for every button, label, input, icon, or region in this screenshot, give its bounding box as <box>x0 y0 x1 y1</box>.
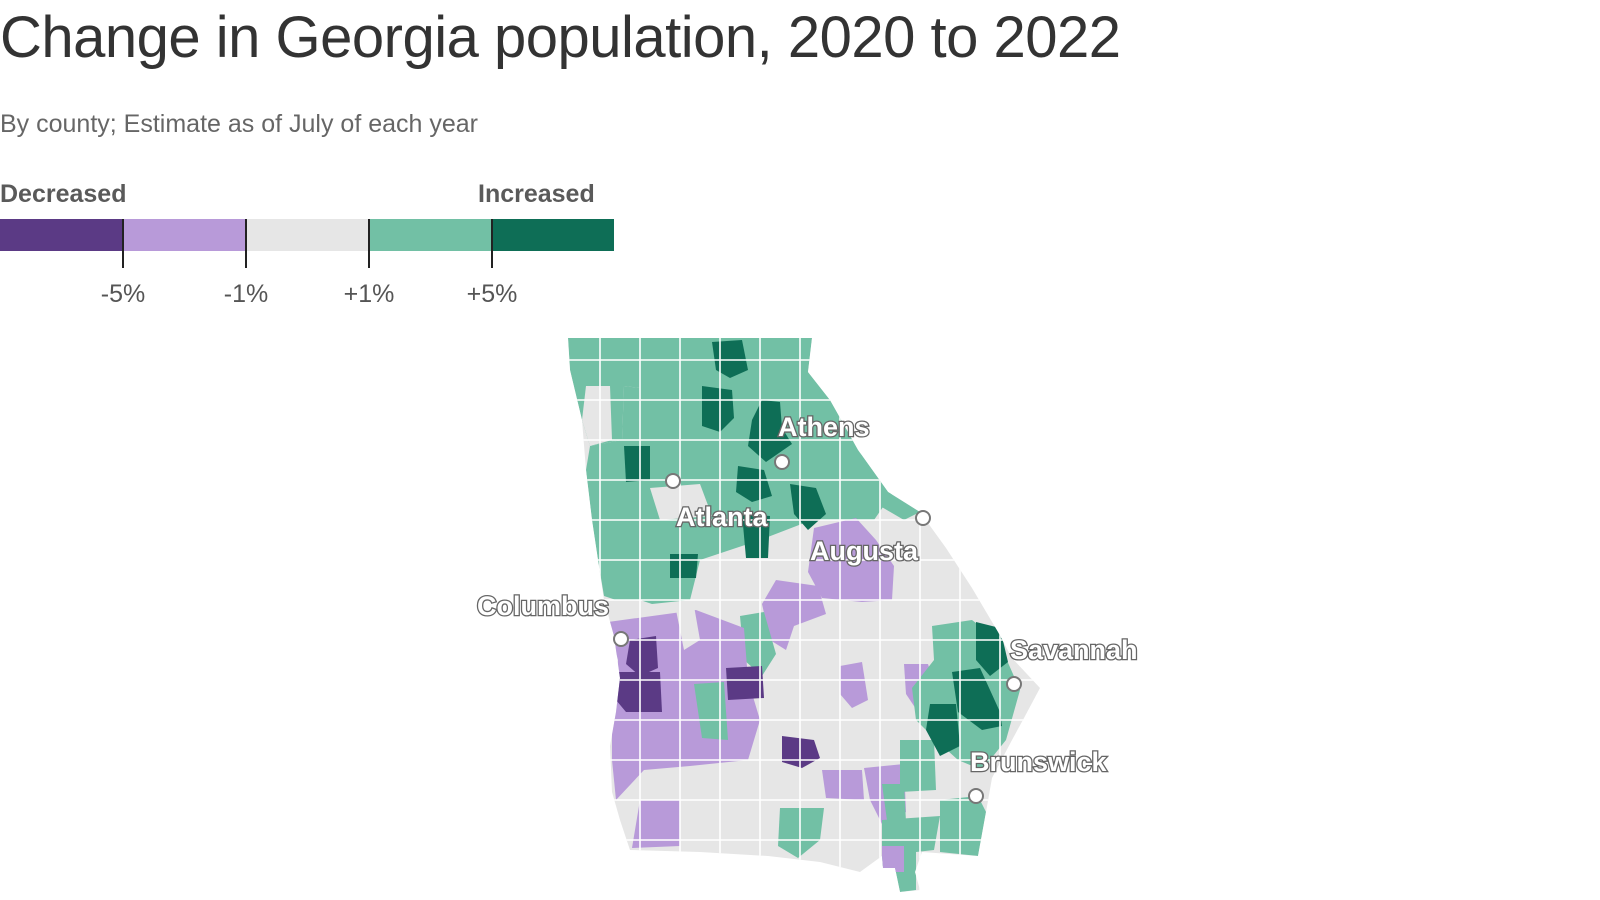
chart-subtitle: By county; Estimate as of July of each y… <box>0 110 479 138</box>
county-decrease <box>822 770 864 800</box>
county-stable <box>650 484 712 520</box>
athens-marker <box>774 454 790 470</box>
atlanta-label: Atlanta <box>676 502 768 532</box>
legend-bin-strong-decrease <box>0 219 123 251</box>
legend-color-bar <box>0 219 614 251</box>
legend-tick-minus5 <box>122 219 124 268</box>
columbus-marker <box>613 631 629 647</box>
county-strong-increase <box>702 386 734 432</box>
legend-tick-plus5 <box>491 219 493 268</box>
county-stable <box>676 606 700 650</box>
county-strong-increase <box>790 484 826 530</box>
chart-title: Change in Georgia population, 2020 to 20… <box>0 5 1121 70</box>
legend-bin-stable <box>245 219 369 251</box>
county-increase <box>882 784 906 828</box>
county-strong-increase <box>952 668 1002 730</box>
county-strong-increase <box>670 554 698 578</box>
county-strong-increase <box>748 400 792 462</box>
legend-bin-strong-increase <box>491 219 614 251</box>
county-strong-decrease <box>626 636 658 676</box>
county-strong-decrease <box>726 666 764 700</box>
county-increase <box>860 452 920 520</box>
county-decrease <box>882 846 904 872</box>
county-strong-increase <box>926 704 960 756</box>
county-decrease <box>632 800 680 848</box>
legend-tick-plus1 <box>368 219 370 268</box>
legend-decreased-label: Decreased <box>0 180 127 208</box>
brunswick-marker <box>968 788 984 804</box>
county-strong-increase <box>624 446 650 482</box>
athens-label: Athens <box>778 412 870 442</box>
legend-tick-label-plus5: +5% <box>466 280 518 308</box>
county-increase <box>940 796 986 856</box>
savannah-label: Savannah <box>1010 635 1138 665</box>
atlanta-marker <box>665 473 681 489</box>
augusta-marker <box>915 510 931 526</box>
legend-tick-minus1 <box>245 219 247 268</box>
county-decrease <box>840 662 868 708</box>
legend-tick-label-plus1: +1% <box>343 280 395 308</box>
brunswick-label: Brunswick <box>970 747 1108 777</box>
county-increase <box>778 808 824 858</box>
augusta-label: Augusta <box>810 536 919 566</box>
savannah-marker <box>1006 676 1022 692</box>
county-stable <box>582 386 612 446</box>
legend-bin-decrease <box>122 219 246 251</box>
columbus-label: Columbus <box>477 591 609 621</box>
legend-tick-label-minus5: -5% <box>100 280 146 308</box>
county-strong-decrease <box>616 672 662 712</box>
county-increase <box>882 816 940 892</box>
county-increase <box>740 612 776 676</box>
county-strong-increase <box>736 466 772 502</box>
county-strong-increase <box>712 340 748 378</box>
county-increase <box>900 740 936 792</box>
county-decrease <box>762 580 826 650</box>
county-strong-increase <box>742 514 770 558</box>
legend-increased-label: Increased <box>478 180 595 208</box>
county-fills <box>568 338 1040 892</box>
legend-bin-increase <box>368 219 492 251</box>
legend-tick-label-minus1: -1% <box>223 280 269 308</box>
